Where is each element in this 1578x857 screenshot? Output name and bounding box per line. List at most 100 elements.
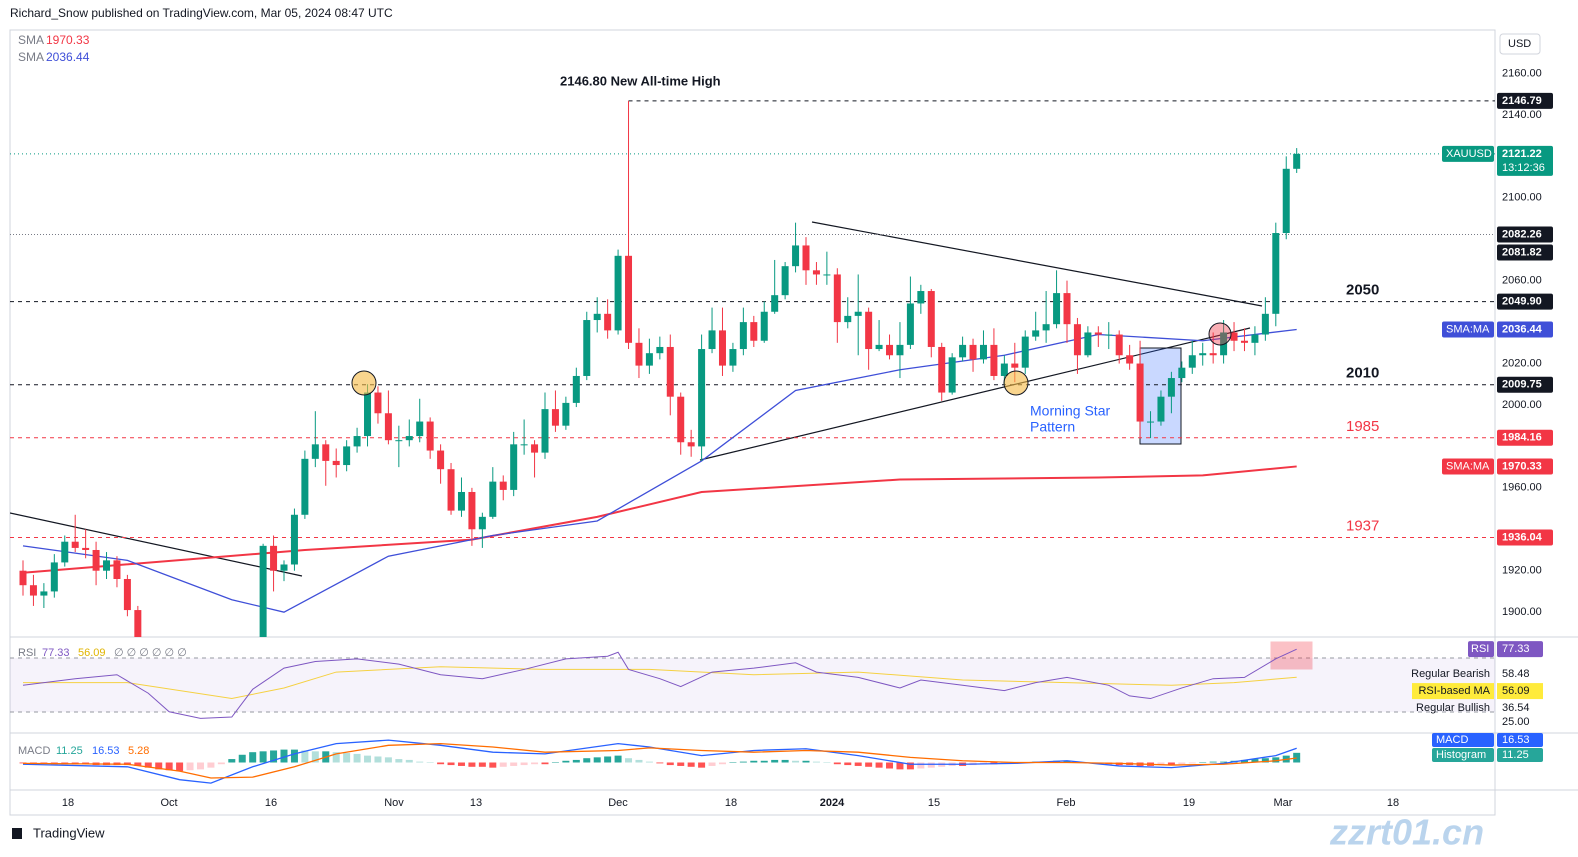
- macd-histogram-bar: [698, 762, 706, 768]
- rsi-ma-tag-box: [1412, 683, 1494, 700]
- ath-label: 2146.80 New All-time High: [560, 73, 721, 88]
- candle-body: [510, 444, 518, 490]
- rsi-ma-value-box: [1497, 683, 1543, 700]
- x-tick-label: 2024: [820, 797, 845, 809]
- candle-body: [698, 349, 706, 447]
- rsi-tag-box: [1497, 641, 1543, 658]
- logo-mark: [12, 828, 22, 839]
- macd-histogram-bar: [604, 756, 612, 763]
- macd-legend-macd: 16.53: [92, 745, 120, 757]
- macd-tag-box: [1497, 748, 1543, 762]
- candle-body: [1063, 293, 1071, 325]
- candle-body: [844, 315, 852, 323]
- candle-body: [123, 578, 131, 611]
- macd-histogram-bar: [447, 762, 455, 766]
- macd-histogram-bar: [510, 762, 518, 766]
- sma-line: [22, 465, 1297, 574]
- x-tick-label: 16: [265, 797, 277, 809]
- macd-histogram-bar: [541, 762, 549, 765]
- rsi-tag-value: 56.09: [1502, 685, 1530, 697]
- macd-histogram-bar: [489, 762, 497, 768]
- rsi-tag-name-box: [1468, 641, 1494, 658]
- macd-histogram-bar: [332, 752, 340, 763]
- level-note: 2050: [1346, 282, 1379, 299]
- level-note: 1985: [1346, 418, 1379, 435]
- x-tick-label: 15: [928, 797, 940, 809]
- macd-histogram-bar: [687, 762, 695, 767]
- price-tag-box: [1497, 226, 1553, 243]
- price-tag: 2049.90: [1497, 293, 1553, 310]
- candle-body: [489, 481, 497, 517]
- candle-body: [437, 450, 445, 470]
- candle-body: [875, 344, 883, 350]
- macd-histogram-bar: [771, 759, 779, 763]
- candle-body: [457, 491, 465, 511]
- candle-body: [865, 311, 873, 350]
- candle-body: [520, 444, 528, 446]
- rsi-legend-ma: 56.09: [78, 647, 106, 659]
- macd-line: [22, 739, 1297, 784]
- macd-tag-name: MACD: [1436, 734, 1468, 746]
- macd-histogram-bar: [1293, 752, 1301, 763]
- candle-body: [1094, 332, 1102, 335]
- sma-tag-name: SMA:MA: [1446, 323, 1490, 335]
- candle-body: [1199, 353, 1207, 356]
- candle-body: [854, 311, 862, 316]
- candle-body: [92, 549, 100, 571]
- candle-body: [927, 291, 935, 347]
- macd-histogram-bar: [906, 762, 914, 770]
- candle-body: [823, 274, 831, 276]
- macd-tag-box: [1497, 733, 1543, 747]
- macd-histogram-bar: [593, 757, 601, 763]
- macd-histogram-bar: [176, 762, 184, 772]
- candle-body: [1282, 168, 1290, 234]
- macd-histogram-bar: [364, 755, 372, 763]
- price-tag-label: 2049.90: [1502, 296, 1542, 308]
- price-tag: 1936.04: [1497, 529, 1553, 546]
- macd-histogram-bar: [457, 762, 465, 766]
- macd-histogram-bar: [572, 759, 580, 763]
- highlight-circle: [1003, 370, 1029, 396]
- macd-tag-name-box: [1432, 748, 1494, 762]
- price-tag: 2081.82: [1497, 244, 1553, 261]
- overlay: Morning Star Pattern 2146.80 New All-tim…: [351, 73, 1379, 534]
- candle-body: [61, 541, 69, 563]
- candle-body: [531, 444, 539, 453]
- candle-body: [562, 402, 570, 426]
- price-tag-label: 2081.82: [1502, 246, 1542, 258]
- candle-body: [666, 346, 674, 397]
- level-note: 1937: [1346, 517, 1379, 534]
- macd-histogram-bar: [343, 753, 351, 763]
- candle-body: [614, 255, 622, 331]
- macd-histogram-bar: [1157, 762, 1165, 766]
- macd-histogram-bar: [760, 760, 768, 763]
- macd-histogram-bar: [270, 750, 278, 763]
- macd-histogram-bar: [144, 762, 152, 768]
- candle-body: [353, 436, 361, 447]
- x-tick-label: 13: [470, 797, 482, 809]
- symbol: XAUUSD: [1446, 148, 1492, 160]
- candle-body: [1042, 324, 1050, 331]
- legend-name: SMA: [18, 50, 44, 64]
- candle-body: [1105, 334, 1113, 336]
- candle-body: [343, 446, 351, 466]
- candle-body: [906, 303, 914, 345]
- macd-histogram-bar: [259, 751, 267, 763]
- macd-histogram-bar: [886, 762, 894, 769]
- candle-body: [656, 346, 664, 354]
- legend-value: 1970.33: [46, 33, 90, 47]
- candle-body: [1147, 421, 1155, 423]
- macd-histogram-bar: [238, 754, 246, 763]
- candle-body: [82, 547, 90, 550]
- candle-body: [1220, 332, 1228, 356]
- candle-body: [1167, 378, 1175, 397]
- candle-body: [541, 409, 549, 453]
- candle-body: [1053, 293, 1061, 325]
- macd-histogram-bar: [290, 749, 298, 763]
- sma-tag-name-box: [1442, 458, 1494, 475]
- candle-body: [103, 560, 111, 571]
- macd-histogram-bar: [186, 762, 194, 771]
- rsi-tag-name: Regular Bullish: [1416, 702, 1490, 714]
- main-pane: [10, 100, 1495, 637]
- macd-histogram-bar: [280, 749, 288, 763]
